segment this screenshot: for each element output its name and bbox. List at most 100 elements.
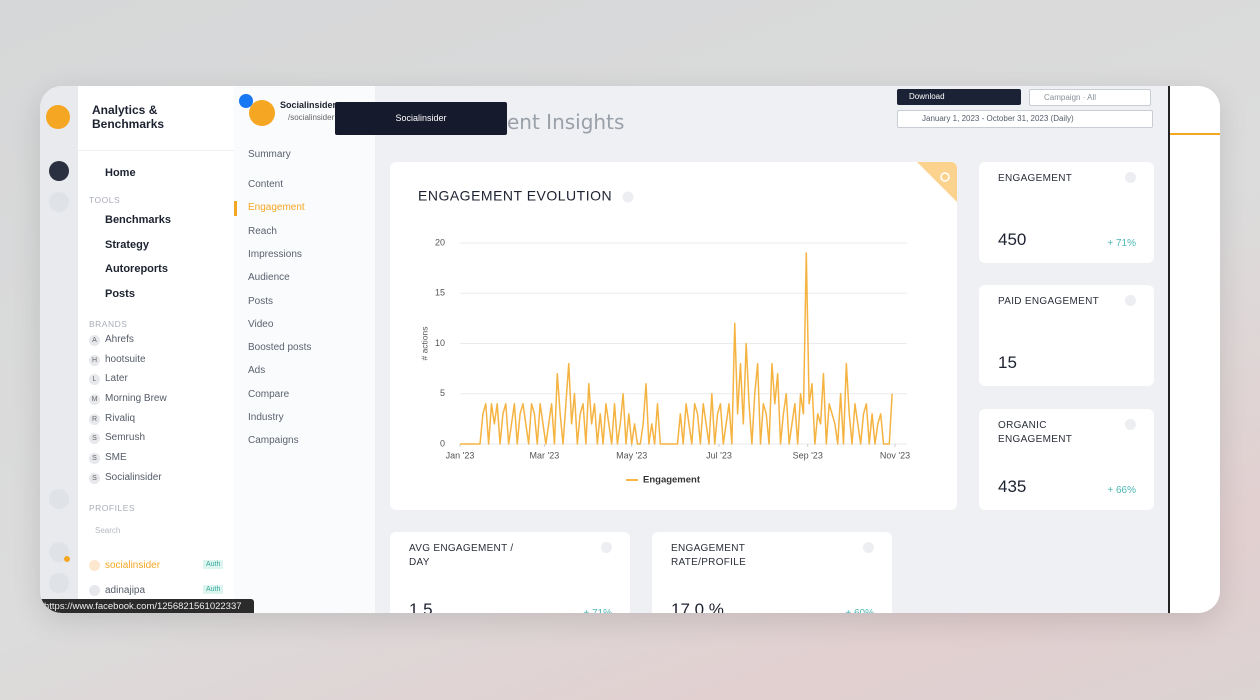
subnav-item[interactable]: Content [248, 179, 284, 190]
subnav-item[interactable]: Summary [248, 149, 291, 160]
subnav-item[interactable]: Audience [248, 272, 290, 283]
brand-initial: H [89, 355, 100, 366]
profile-avatar [249, 100, 275, 126]
x-tick-label: May '23 [616, 450, 647, 460]
stat-label: ENGAGEMENT [998, 173, 1073, 184]
nav-item[interactable]: Benchmarks [105, 214, 172, 226]
subnav-item[interactable]: Impressions [248, 249, 302, 260]
brand-item[interactable]: Ahrefs [105, 334, 134, 345]
stat-label: ENGAGEMENT RATE/PROFILE [671, 543, 747, 568]
page-title: ent Insights [507, 110, 625, 134]
profile-handle: /socialinsider [288, 113, 335, 122]
x-tick-label: Mar '23 [530, 450, 560, 460]
stat-card: ENGAGEMENT RATE/PROFILE 17.0 % + 60% [652, 532, 892, 613]
brand-item[interactable]: Semrush [105, 432, 146, 443]
subnav-item[interactable]: Industry [248, 412, 284, 423]
brand-title: Analytics & Benchmarks [92, 103, 165, 131]
brand-item[interactable]: Rivaliq [105, 413, 136, 424]
stat-value: 15 [998, 353, 1017, 372]
brand-item[interactable]: Morning Brew [105, 393, 167, 404]
y-tick-label: 5 [440, 388, 445, 398]
nav-item[interactable]: Posts [105, 288, 135, 300]
chart: ENGAGEMENT EVOLUTION 0 5 10 15 20 Jan '23 Mar … [418, 162, 957, 486]
nav-item[interactable]: Autoreports [105, 263, 168, 275]
panel-border [1168, 86, 1170, 613]
info-icon [1125, 172, 1136, 183]
profile-item[interactable]: socialinsider [105, 560, 161, 571]
nav-item[interactable]: Strategy [105, 239, 150, 251]
x-tick-label: Jan '23 [446, 450, 475, 460]
brand-item[interactable]: Socialinsider [105, 472, 162, 483]
campaign-select[interactable]: Campaign · All [1029, 89, 1151, 106]
corner-badge[interactable] [917, 162, 957, 202]
y-axis-label: # actions [419, 326, 429, 360]
nav-home[interactable]: Home [105, 167, 136, 179]
analytics-icon[interactable] [49, 161, 69, 181]
section-heading: BRANDS [89, 319, 128, 329]
active-indicator [234, 201, 237, 216]
stat-change: + 71% [583, 608, 612, 613]
stat-value: 450 [998, 230, 1027, 249]
subnav-item[interactable]: Reach [248, 226, 277, 237]
facebook-badge [239, 94, 253, 108]
chart-title: ENGAGEMENT EVOLUTION [418, 188, 612, 204]
subnav-item[interactable]: Compare [248, 389, 290, 400]
stat-label: ORGANIC ENGAGEMENT [998, 420, 1073, 445]
download-button[interactable]: Download [897, 89, 1021, 105]
y-tick-label: 10 [435, 338, 445, 348]
sidebar [78, 86, 234, 613]
chart-card: ENGAGEMENT EVOLUTION 0 5 10 15 20 Jan '23 Mar … [390, 162, 957, 510]
subnav-item[interactable]: Posts [248, 296, 274, 307]
x-tick-label: Sep '23 [793, 450, 823, 460]
info-icon [863, 542, 874, 553]
info-icon [1125, 295, 1136, 306]
listening-icon[interactable] [49, 192, 69, 212]
profile-item[interactable]: adinajipa [105, 585, 146, 596]
brand-item[interactable]: SME [105, 452, 127, 463]
brand-initial: S [89, 473, 100, 484]
logo [46, 105, 70, 129]
brand-initial: R [89, 414, 100, 425]
subnav-item[interactable]: Boosted posts [248, 342, 312, 353]
panel-accent [1170, 133, 1220, 135]
stat-change: + 60% [845, 608, 874, 613]
section-heading: TOOLS [89, 195, 121, 205]
auth-badge: Auth [203, 585, 224, 594]
x-tick-label: Jul '23 [706, 450, 732, 460]
account-icon[interactable] [49, 573, 69, 593]
status-bar: https://www.facebook.com/125682156102233… [40, 599, 254, 613]
section-heading: PROFILES [89, 503, 136, 513]
right-panel [1168, 86, 1220, 613]
stat-change: + 71% [1107, 238, 1136, 249]
stat-card: AVG ENGAGEMENT / DAY 1.5 + 71% [390, 532, 630, 613]
link-icon[interactable] [49, 489, 69, 509]
subnav-item[interactable]: Video [248, 319, 274, 330]
brand-item[interactable]: Later [105, 373, 128, 384]
brand-initial: A [89, 335, 100, 346]
stat-label: AVG ENGAGEMENT / DAY [409, 543, 514, 568]
notification-dot [64, 556, 70, 562]
subnav-item[interactable]: Ads [248, 365, 266, 376]
divider [78, 150, 234, 151]
date-range-picker[interactable]: January 1, 2023 - October 31, 2023 (Dail… [897, 110, 1153, 128]
auth-badge: Auth [203, 560, 224, 569]
info-icon [601, 542, 612, 553]
search-input[interactable]: Search [95, 526, 121, 535]
brand-initial: M [89, 394, 100, 405]
app-window: Analytics & Benchmarks Home TOOLS Benchm… [40, 86, 1220, 613]
brand-initial: S [89, 453, 100, 464]
info-icon [622, 191, 634, 203]
tooltip: Socialinsider [335, 102, 507, 135]
stat-value: 435 [998, 477, 1027, 496]
profile-avatar [89, 585, 100, 596]
subnav-item[interactable]: Engagement [248, 202, 305, 213]
stat-change: + 66% [1107, 485, 1136, 496]
y-tick-label: 0 [440, 438, 445, 448]
y-tick-label: 15 [435, 288, 445, 298]
brand-initial: S [89, 433, 100, 444]
brand-initial: L [89, 374, 100, 385]
subnav-item[interactable]: Campaigns [248, 435, 299, 446]
stat-card: PAID ENGAGEMENT 15 [979, 285, 1154, 386]
brand-item[interactable]: hootsuite [105, 354, 146, 365]
